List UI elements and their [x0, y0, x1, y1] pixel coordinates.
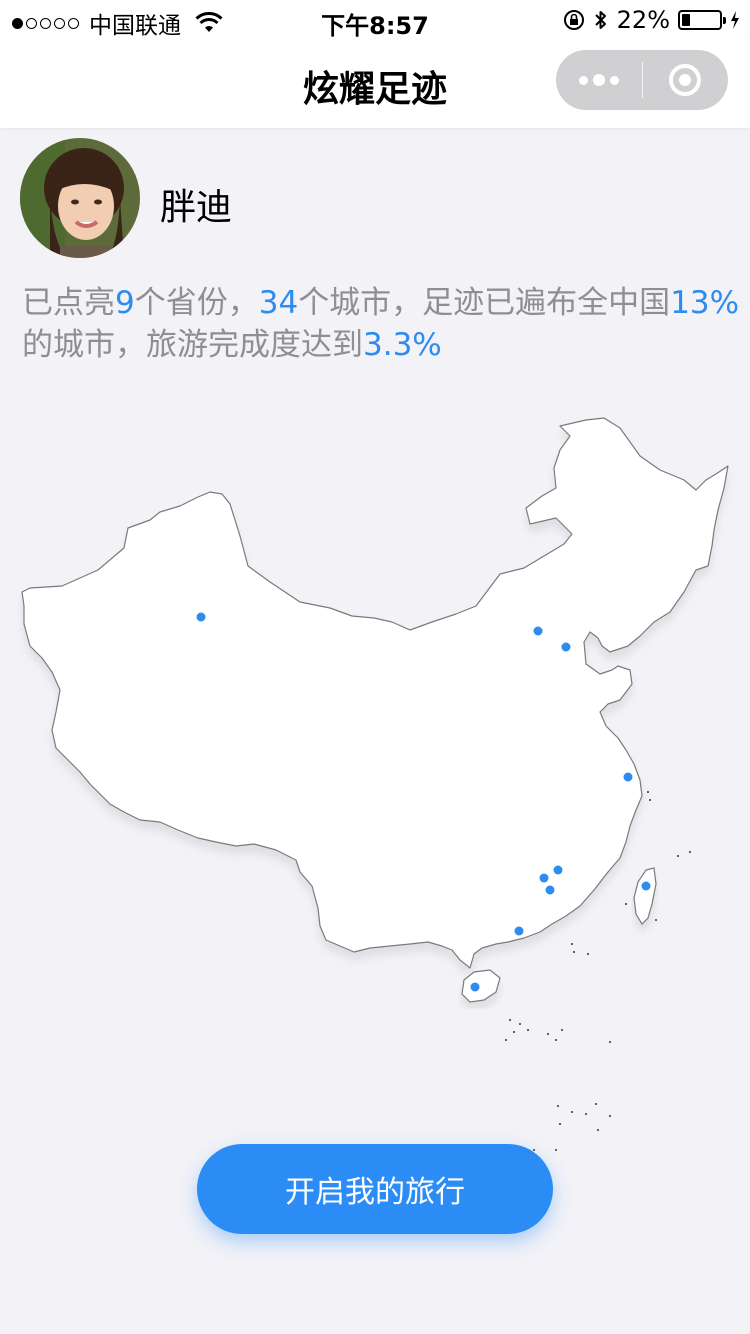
- user-name: 胖迪: [160, 187, 233, 228]
- city-marker: [514, 926, 524, 936]
- city-marker: [641, 881, 651, 891]
- more-dots-icon[interactable]: [556, 50, 642, 110]
- status-right: 22%: [563, 6, 740, 34]
- mini-program-capsule: [556, 50, 728, 110]
- completion-percent: 3.3%: [363, 327, 442, 363]
- hainan-outline: [461, 969, 501, 1003]
- status-bar: 中国联通 下午8:57 22%: [0, 0, 750, 40]
- summary-text-3: 个城市，足迹已遍布全中国: [298, 285, 671, 321]
- city-count: 34: [258, 285, 299, 321]
- summary-text-2: 个省份，: [134, 285, 259, 321]
- capsule-divider: [641, 62, 643, 98]
- user-avatar-image: [20, 138, 140, 258]
- city-marker: [623, 772, 633, 782]
- city-marker: [539, 873, 549, 883]
- carrier-name: 中国联通: [89, 13, 181, 39]
- province-count: 9: [115, 285, 135, 321]
- close-circle-icon[interactable]: [643, 50, 729, 110]
- start-journey-button[interactable]: 开启我的旅行: [197, 1144, 553, 1234]
- summary-text-4: 的城市，旅游完成度达到: [22, 327, 363, 363]
- south-sea-islands: [505, 791, 691, 1151]
- china-footprint-map: [0, 400, 750, 1160]
- coverage-percent: 13%: [670, 285, 740, 321]
- bluetooth-icon: [594, 11, 606, 29]
- visited-city-markers: [196, 612, 651, 992]
- city-marker: [553, 865, 563, 875]
- charging-bolt-icon: [731, 11, 739, 29]
- avatar: [20, 138, 140, 258]
- nav-bar: 炫耀足迹: [0, 40, 750, 128]
- status-left: 中国联通: [12, 6, 223, 40]
- battery-icon: [678, 10, 726, 30]
- travel-summary: 已点亮9个省份，34个城市，足迹已遍布全中国13% 的城市，旅游完成度达到3.3%: [22, 282, 742, 366]
- city-marker: [561, 642, 571, 652]
- city-marker: [545, 885, 555, 895]
- china-map-svg: [21, 417, 729, 1151]
- signal-strength-icon: [12, 17, 79, 29]
- taiwan-outline: [633, 867, 657, 925]
- city-marker: [196, 612, 206, 622]
- wifi-icon: [195, 12, 223, 32]
- page-title: 炫耀足迹: [302, 69, 447, 110]
- status-time: 下午8:57: [321, 12, 429, 40]
- mainland-outline: [21, 417, 729, 969]
- summary-text-1: 已点亮: [22, 285, 115, 321]
- city-marker: [533, 626, 543, 636]
- city-marker: [470, 982, 480, 992]
- battery-fill: [682, 14, 690, 26]
- rotation-lock-icon: [563, 10, 584, 30]
- battery-percent: 22%: [616, 6, 670, 34]
